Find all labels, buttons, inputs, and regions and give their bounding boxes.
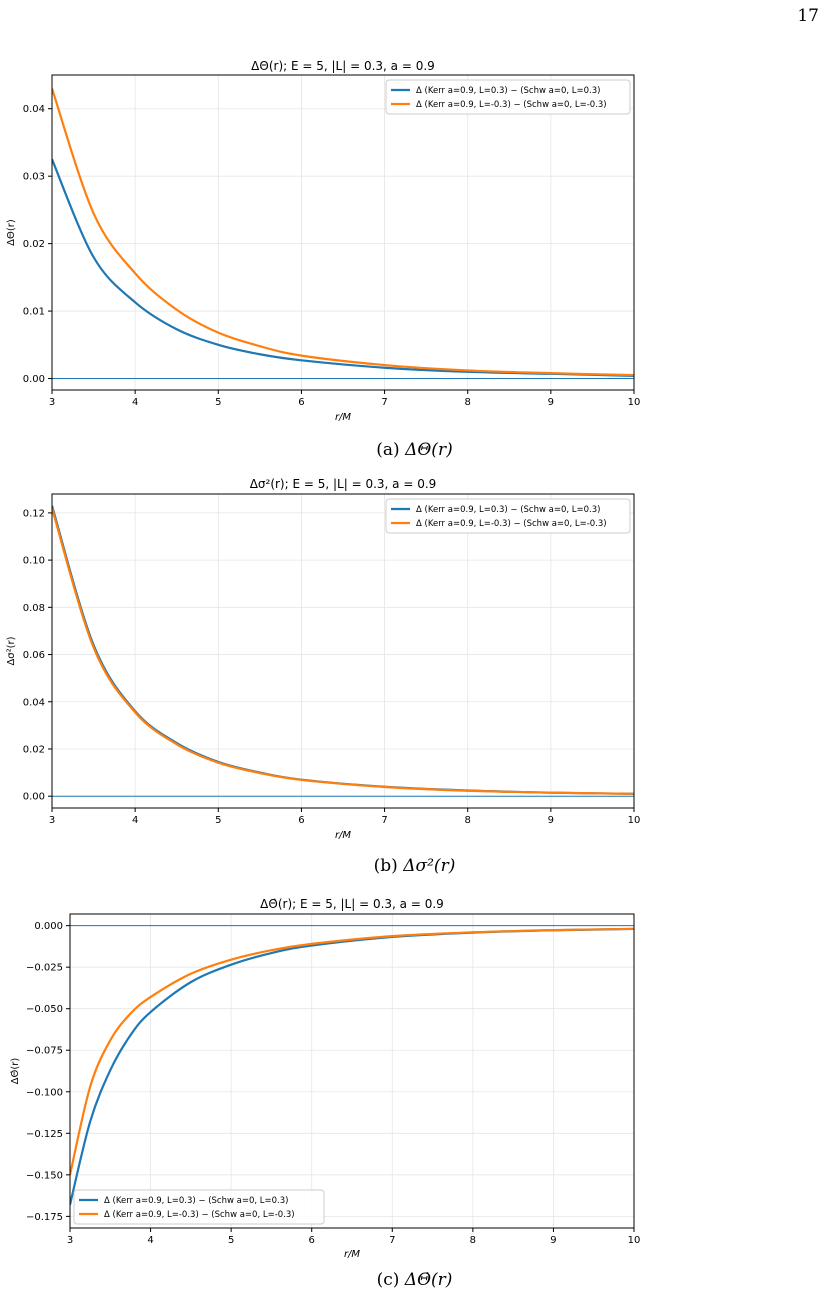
legend-box	[385, 498, 631, 534]
x-axis-label: r/M	[335, 412, 351, 423]
y-tick-label: 0.10	[23, 556, 45, 567]
caption-b: (b) Δσ²(r)	[0, 856, 829, 876]
y-tick-label: 0.04	[23, 697, 45, 708]
x-tick-label: 5	[215, 815, 221, 826]
y-tick-label: −0.150	[26, 1170, 63, 1181]
legend: Δ (Kerr a=0.9, L=0.3) − (Schw a=0, L=0.3…	[73, 1189, 325, 1225]
x-tick-label: 8	[465, 397, 471, 408]
x-tick-label: 7	[381, 397, 387, 408]
x-tick-label: 8	[465, 815, 471, 826]
y-axis-label: ΔΘ̇(r)	[9, 1058, 21, 1085]
x-tick-label: 3	[49, 815, 55, 826]
grid	[69, 914, 635, 1228]
plot-frame	[51, 493, 635, 809]
x-tick-label: 8	[470, 1235, 476, 1246]
y-tick-label: 0.12	[23, 508, 45, 519]
x-tick-label: 7	[389, 1235, 395, 1246]
y-tick-label: 0.02	[23, 239, 45, 250]
y-tick-label: −0.025	[26, 963, 63, 974]
y-tick-label: −0.175	[26, 1212, 63, 1223]
legend-label: Δ (Kerr a=0.9, L=-0.3) − (Schw a=0, L=-0…	[416, 519, 607, 529]
legend-label: Δ (Kerr a=0.9, L=0.3) − (Schw a=0, L=0.3…	[416, 505, 601, 515]
chart-c: 3 4 5 6 7 8 9 10 0.000 −0.025 −0.050 −0.075 −0.100 −0…	[9, 897, 641, 1260]
y-axis-label: Δσ²(r)	[6, 636, 17, 665]
x-tick-label: 6	[309, 1235, 315, 1246]
caption-c: (c) ΔΘ̇(r)	[0, 1270, 829, 1290]
caption-a-math: ΔΘ(r)	[405, 440, 453, 460]
x-tick-label: 6	[298, 815, 304, 826]
caption-b-math: Δσ²(r)	[403, 856, 456, 876]
chart-title: ΔΘ(r); E = 5, |L| = 0.3, a = 0.9	[251, 59, 435, 73]
y-axis-label: ΔΘ(r)	[6, 219, 17, 246]
y-tick-label: 0.08	[23, 603, 45, 614]
legend: Δ (Kerr a=0.9, L=0.3) − (Schw a=0, L=0.3…	[385, 79, 631, 115]
legend-label: Δ (Kerr a=0.9, L=-0.3) − (Schw a=0, L=-0…	[104, 1210, 295, 1220]
chart-title: ΔΘ̇(r); E = 5, |L| = 0.3, a = 0.9	[260, 897, 444, 911]
y-tick-label: 0.01	[23, 307, 45, 318]
caption-a-label: (a)	[376, 440, 400, 460]
x-tick-label: 9	[548, 397, 554, 408]
legend: Δ (Kerr a=0.9, L=0.3) − (Schw a=0, L=0.3…	[385, 498, 631, 534]
x-tick-label: 10	[628, 815, 641, 826]
plot-frame	[69, 913, 635, 1229]
y-tick-label: 0.00	[23, 374, 45, 385]
x-tick-label: 10	[628, 1235, 641, 1246]
x-axis-label: r/M	[335, 830, 351, 841]
chart-b: 3 4 5 6 7 8 9 10 0.00 0.02 0.04 0.06 0.08 0.10 0.12 Δσ²…	[6, 477, 641, 841]
y-tick-label: −0.075	[26, 1046, 63, 1057]
x-tick-label: 5	[215, 397, 221, 408]
y-tick-label: 0.03	[23, 172, 45, 183]
caption-a: (a) ΔΘ(r)	[0, 440, 829, 460]
legend-label: Δ (Kerr a=0.9, L=0.3) − (Schw a=0, L=0.3…	[104, 1196, 289, 1206]
chart-a: 3 4 5 6 7 8 9 10 0.00 0.01 0.02 0.03 0.04 ΔΘ(r); E = …	[6, 59, 641, 423]
caption-c-math: ΔΘ̇(r)	[404, 1270, 453, 1290]
legend-box	[385, 79, 631, 115]
series-line-2	[52, 507, 634, 795]
x-tick-label: 3	[49, 397, 55, 408]
x-axis-label: r/M	[344, 1249, 360, 1260]
series-line-1	[70, 927, 634, 1205]
chart-title: Δσ²(r); E = 5, |L| = 0.3, a = 0.9	[250, 477, 437, 491]
y-tick-label: 0.04	[23, 104, 45, 115]
legend-box	[73, 1189, 325, 1225]
x-tick-label: 10	[628, 397, 641, 408]
legend-label: Δ (Kerr a=0.9, L=0.3) − (Schw a=0, L=0.3…	[416, 86, 601, 96]
x-tick-label: 6	[298, 397, 304, 408]
x-tick-label: 7	[381, 815, 387, 826]
x-tick-label: 4	[132, 397, 138, 408]
series-line-2	[52, 88, 634, 377]
y-tick-label: −0.125	[26, 1129, 63, 1140]
x-tick-label: 3	[67, 1235, 73, 1246]
x-tick-label: 4	[132, 815, 138, 826]
page-number: 17	[797, 6, 819, 26]
legend-label: Δ (Kerr a=0.9, L=-0.3) − (Schw a=0, L=-0…	[416, 100, 607, 110]
y-tick-label: 0.02	[23, 744, 45, 755]
y-tick-label: 0.000	[34, 921, 63, 932]
x-tick-label: 9	[548, 815, 554, 826]
caption-b-label: (b)	[373, 856, 398, 876]
y-tick-label: −0.050	[26, 1004, 63, 1015]
x-tick-label: 5	[228, 1235, 234, 1246]
x-tick-label: 4	[147, 1235, 153, 1246]
plot-frame	[51, 74, 635, 391]
caption-c-label: (c)	[376, 1270, 400, 1290]
series-line-2	[70, 927, 634, 1176]
y-tick-label: 0.06	[23, 650, 45, 661]
x-tick-label: 9	[550, 1235, 556, 1246]
y-tick-label: −0.100	[26, 1087, 63, 1098]
y-tick-label: 0.00	[23, 792, 45, 803]
